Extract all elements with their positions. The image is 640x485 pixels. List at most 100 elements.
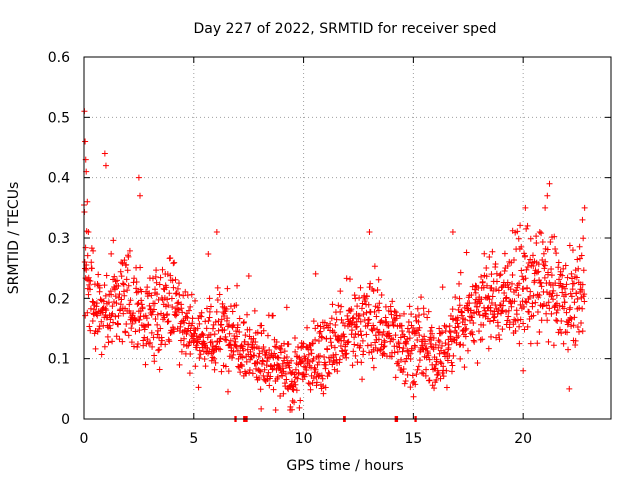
data-point — [423, 366, 430, 373]
data-point — [331, 344, 338, 351]
data-point — [580, 267, 587, 274]
data-point — [357, 318, 364, 325]
data-point — [312, 336, 319, 343]
data-point — [170, 328, 177, 335]
y-axis-label: SRMTID / TECUs — [6, 182, 22, 295]
data-point — [488, 299, 495, 306]
data-point — [118, 259, 125, 266]
data-point — [101, 343, 108, 350]
data-point — [313, 379, 320, 386]
data-point — [322, 361, 329, 368]
data-point — [109, 310, 116, 317]
data-point — [483, 311, 490, 318]
data-point — [222, 333, 229, 340]
data-point — [570, 322, 577, 329]
data-point — [317, 323, 324, 330]
data-point — [306, 358, 313, 365]
data-point — [215, 345, 222, 352]
data-point — [97, 296, 104, 303]
data-point — [385, 333, 392, 340]
x-tick-label: 5 — [189, 431, 198, 447]
data-point — [461, 364, 468, 371]
data-point — [254, 358, 261, 365]
data-point — [432, 361, 439, 368]
data-point — [143, 315, 150, 322]
data-point — [193, 344, 200, 351]
data-point — [539, 239, 546, 246]
data-point — [542, 258, 549, 265]
data-point — [148, 292, 155, 299]
data-point — [163, 284, 170, 291]
data-point — [110, 319, 117, 326]
data-point — [426, 356, 433, 363]
y-tick-label: 0.3 — [48, 231, 70, 247]
y-tick-label: 0 — [61, 412, 70, 428]
data-point — [280, 390, 287, 397]
data-point — [519, 273, 526, 280]
data-point — [544, 246, 551, 253]
data-point — [579, 216, 586, 223]
data-point — [230, 348, 237, 355]
data-point — [363, 331, 370, 338]
data-point — [391, 349, 398, 356]
data-point — [357, 328, 364, 335]
data-point — [145, 322, 152, 329]
data-point — [305, 351, 312, 358]
data-point — [488, 333, 495, 340]
data-point — [524, 284, 531, 291]
data-point — [147, 339, 154, 346]
data-point — [140, 337, 147, 344]
data-point — [265, 369, 272, 376]
data-point — [132, 317, 139, 324]
data-point — [446, 322, 453, 329]
data-point — [183, 343, 190, 350]
data-point — [288, 357, 295, 364]
data-point — [164, 296, 171, 303]
data-point — [513, 311, 520, 318]
data-point — [275, 354, 282, 361]
data-point — [223, 337, 230, 344]
data-point — [115, 321, 122, 328]
data-point — [527, 288, 534, 295]
data-point — [88, 245, 95, 252]
data-point — [365, 316, 372, 323]
data-point — [478, 296, 485, 303]
data-point — [371, 263, 378, 270]
data-point — [455, 323, 462, 330]
data-point — [96, 323, 103, 330]
data-point — [438, 342, 445, 349]
data-point — [530, 312, 537, 319]
data-point — [348, 327, 355, 334]
data-point — [433, 376, 440, 383]
data-point — [579, 328, 586, 335]
data-point — [297, 397, 304, 404]
data-point — [516, 280, 523, 287]
data-point — [351, 292, 358, 299]
data-point — [217, 346, 224, 353]
data-point — [395, 340, 402, 347]
data-point — [358, 359, 365, 366]
data-point — [345, 338, 352, 345]
data-point — [152, 273, 159, 280]
data-point — [246, 367, 253, 374]
data-point — [407, 350, 414, 357]
data-point — [439, 370, 446, 377]
data-point — [437, 330, 444, 337]
data-point — [87, 278, 94, 285]
data-point — [437, 359, 444, 366]
data-point — [474, 303, 481, 310]
data-point — [366, 349, 373, 356]
data-point — [312, 366, 319, 373]
data-point — [470, 337, 477, 344]
data-point — [218, 321, 225, 328]
data-point — [303, 367, 310, 374]
data-point — [86, 281, 93, 288]
data-point — [550, 296, 557, 303]
data-point — [412, 313, 419, 320]
data-point — [166, 290, 173, 297]
data-point — [365, 320, 372, 327]
data-point — [413, 371, 420, 378]
data-point — [178, 348, 185, 355]
data-point — [187, 303, 194, 310]
data-point — [360, 348, 367, 355]
